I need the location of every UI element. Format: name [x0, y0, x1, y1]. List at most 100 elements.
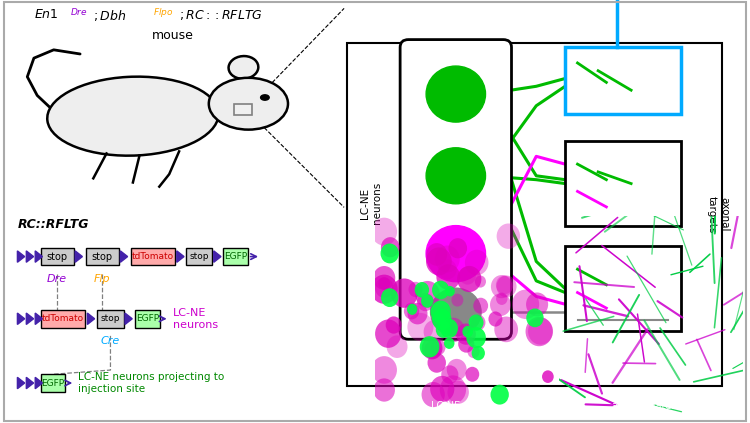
Text: EGFP: EGFP: [136, 314, 159, 323]
Circle shape: [374, 379, 395, 402]
Circle shape: [424, 320, 445, 343]
Circle shape: [496, 275, 513, 294]
Text: Dre: Dre: [47, 274, 67, 284]
Circle shape: [458, 335, 474, 353]
Circle shape: [452, 294, 464, 307]
FancyBboxPatch shape: [40, 374, 65, 392]
Circle shape: [424, 341, 441, 359]
Text: Cre: Cre: [100, 336, 120, 346]
Text: LC-NE neurons: LC-NE neurons: [431, 401, 502, 411]
Circle shape: [436, 264, 460, 290]
Circle shape: [471, 315, 485, 330]
FancyBboxPatch shape: [566, 141, 681, 226]
Circle shape: [467, 345, 480, 358]
Circle shape: [430, 376, 454, 402]
FancyBboxPatch shape: [135, 310, 160, 327]
Text: tdTomato: tdTomato: [132, 252, 174, 261]
Text: RC::RFLTG: RC::RFLTG: [17, 218, 89, 231]
Circle shape: [472, 346, 485, 360]
FancyBboxPatch shape: [223, 248, 248, 265]
Circle shape: [415, 282, 429, 298]
Circle shape: [466, 327, 486, 348]
Polygon shape: [177, 251, 184, 262]
Circle shape: [426, 225, 485, 282]
Circle shape: [407, 313, 434, 341]
Text: axonal
targets: axonal targets: [706, 196, 729, 233]
FancyBboxPatch shape: [86, 248, 118, 265]
Circle shape: [496, 223, 520, 249]
Polygon shape: [214, 251, 221, 262]
FancyBboxPatch shape: [98, 310, 124, 327]
Circle shape: [371, 356, 397, 384]
Text: LC-NE
neurons: LC-NE neurons: [172, 308, 218, 330]
Circle shape: [427, 353, 446, 373]
Circle shape: [490, 294, 511, 316]
Circle shape: [438, 259, 457, 279]
FancyBboxPatch shape: [400, 40, 512, 339]
Circle shape: [473, 298, 488, 314]
Circle shape: [435, 314, 445, 324]
Circle shape: [371, 218, 397, 246]
Polygon shape: [26, 377, 34, 389]
Circle shape: [436, 321, 451, 338]
Circle shape: [432, 309, 451, 330]
Text: LC-NE
neurons: LC-NE neurons: [360, 182, 382, 224]
Text: tdTomato: tdTomato: [42, 314, 84, 323]
Circle shape: [526, 292, 548, 316]
Circle shape: [440, 375, 466, 404]
Circle shape: [417, 293, 434, 311]
Circle shape: [391, 278, 418, 308]
Circle shape: [380, 244, 399, 264]
Circle shape: [430, 301, 451, 322]
Ellipse shape: [229, 56, 258, 79]
Polygon shape: [17, 377, 25, 389]
FancyBboxPatch shape: [346, 44, 722, 386]
Circle shape: [435, 245, 460, 272]
FancyBboxPatch shape: [131, 248, 176, 265]
Text: stop: stop: [190, 252, 209, 261]
Circle shape: [422, 382, 445, 407]
FancyBboxPatch shape: [40, 248, 74, 265]
Polygon shape: [17, 251, 25, 262]
Text: mouse: mouse: [152, 29, 194, 42]
Circle shape: [496, 293, 508, 305]
Circle shape: [426, 243, 447, 266]
Circle shape: [442, 318, 464, 342]
Circle shape: [526, 308, 544, 327]
Circle shape: [542, 370, 554, 383]
Circle shape: [260, 95, 269, 100]
Polygon shape: [125, 313, 132, 324]
Circle shape: [432, 280, 449, 299]
Text: LC-NE neurons projecting to
injection site: LC-NE neurons projecting to injection si…: [79, 372, 225, 394]
Circle shape: [426, 66, 485, 122]
Circle shape: [466, 367, 479, 382]
Circle shape: [465, 250, 488, 275]
Circle shape: [370, 275, 398, 304]
Text: EGFP: EGFP: [41, 379, 64, 387]
Circle shape: [528, 318, 553, 345]
Circle shape: [420, 336, 440, 357]
Circle shape: [440, 319, 458, 338]
Text: $\mathit{; Dbh}$: $\mathit{; Dbh}$: [93, 8, 127, 23]
Circle shape: [441, 365, 458, 384]
Circle shape: [494, 316, 518, 342]
Circle shape: [404, 303, 419, 319]
Circle shape: [381, 288, 398, 307]
FancyBboxPatch shape: [233, 104, 252, 115]
Circle shape: [379, 277, 390, 290]
Text: $\mathit{Dre}$: $\mathit{Dre}$: [70, 6, 88, 17]
Polygon shape: [35, 313, 43, 324]
Circle shape: [421, 294, 434, 308]
Text: $\mathit{En1}$: $\mathit{En1}$: [34, 8, 58, 22]
Text: EGFP: EGFP: [224, 252, 247, 261]
Circle shape: [490, 385, 508, 404]
Circle shape: [426, 247, 451, 275]
Circle shape: [430, 288, 481, 336]
Circle shape: [426, 148, 485, 204]
FancyBboxPatch shape: [566, 246, 681, 332]
Circle shape: [488, 311, 502, 327]
Polygon shape: [26, 313, 34, 324]
Circle shape: [448, 381, 469, 404]
Circle shape: [409, 282, 423, 297]
FancyBboxPatch shape: [40, 310, 85, 327]
